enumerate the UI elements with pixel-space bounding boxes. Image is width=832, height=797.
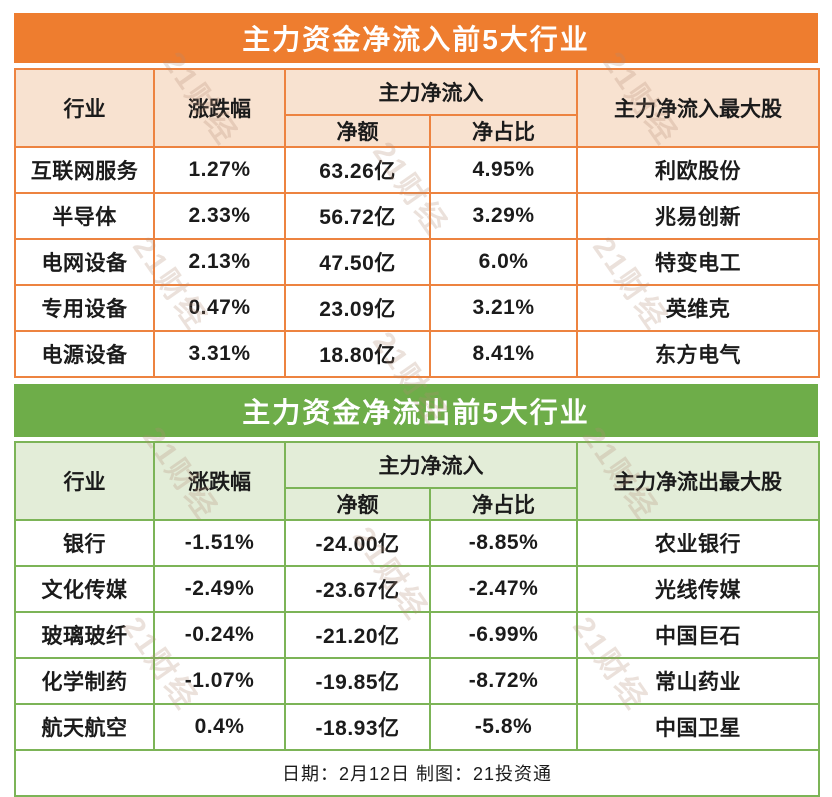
cell-industry: 航天航空: [14, 703, 155, 751]
cell-top-stock: 东方电气: [576, 330, 820, 378]
cell-net-amount: 63.26亿: [284, 146, 431, 194]
cell-net-amount: 23.09亿: [284, 284, 431, 332]
cell-net-amount: -23.67亿: [284, 565, 431, 613]
cell-net-amount: 47.50亿: [284, 238, 431, 286]
cell-change: 2.13%: [153, 238, 286, 286]
outflow-header-change: 涨跌幅: [153, 441, 286, 521]
table-row: 互联网服务 1.27% 63.26亿 4.95% 利欧股份: [14, 146, 820, 194]
cell-industry: 半导体: [14, 192, 155, 240]
cell-net-ratio: 3.21%: [429, 284, 578, 332]
table-row: 专用设备 0.47% 23.09亿 3.21% 英维克: [14, 284, 820, 332]
cell-change: -1.07%: [153, 657, 286, 705]
cell-top-stock: 常山药业: [576, 657, 820, 705]
cell-net-amount: -18.93亿: [284, 703, 431, 751]
table-row: 半导体 2.33% 56.72亿 3.29% 兆易创新: [14, 192, 820, 240]
inflow-title: 主力资金净流入前5大行业: [242, 24, 590, 55]
table-row: 电网设备 2.13% 47.50亿 6.0% 特变电工: [14, 238, 820, 286]
cell-net-ratio: 6.0%: [429, 238, 578, 286]
cell-change: 0.4%: [153, 703, 286, 751]
cell-net-amount: 56.72亿: [284, 192, 431, 240]
table-row: 航天航空 0.4% -18.93亿 -5.8% 中国卫星: [14, 703, 820, 751]
inflow-header-net-amount: 净额: [284, 114, 431, 148]
cell-top-stock: 光线传媒: [576, 565, 820, 613]
outflow-title: 主力资金净流出前5大行业: [242, 396, 590, 428]
cell-net-ratio: 8.41%: [429, 330, 578, 378]
cell-top-stock: 特变电工: [576, 238, 820, 286]
cell-top-stock: 农业银行: [576, 519, 820, 567]
cell-top-stock: 中国巨石: [576, 611, 820, 659]
cell-change: -0.24%: [153, 611, 286, 659]
cell-net-ratio: -8.85%: [429, 519, 578, 567]
outflow-header-net-amount: 净额: [284, 487, 431, 521]
inflow-table-header: 行业 涨跌幅 主力净流入 主力净流入最大股 净额 净占比: [14, 68, 820, 148]
outflow-title-banner: 主力资金净流出前5大行业: [14, 384, 818, 437]
cell-top-stock: 兆易创新: [576, 192, 820, 240]
cell-net-ratio: 4.95%: [429, 146, 578, 194]
cell-industry: 银行: [14, 519, 155, 567]
footer-note: 日期：2月12日 制图：21投资通: [14, 749, 820, 797]
cell-industry: 电网设备: [14, 238, 155, 286]
cell-industry: 化学制药: [14, 657, 155, 705]
cell-change: 2.33%: [153, 192, 286, 240]
inflow-header-main-net-group: 主力净流入: [284, 68, 578, 116]
cell-change: 0.47%: [153, 284, 286, 332]
cell-industry: 电源设备: [14, 330, 155, 378]
inflow-header-change: 涨跌幅: [153, 68, 286, 148]
cell-industry: 玻璃玻纤: [14, 611, 155, 659]
cell-change: -2.49%: [153, 565, 286, 613]
outflow-header-net-ratio: 净占比: [429, 487, 578, 521]
cell-top-stock: 利欧股份: [576, 146, 820, 194]
cell-net-amount: -24.00亿: [284, 519, 431, 567]
cell-industry: 互联网服务: [14, 146, 155, 194]
cell-net-ratio: 3.29%: [429, 192, 578, 240]
infographic-card: 主力资金净流入前5大行业 行业 涨跌幅 主力净流入 主力净流入最大股 净额 净占…: [14, 13, 820, 797]
cell-industry: 文化传媒: [14, 565, 155, 613]
cell-top-stock: 中国卫星: [576, 703, 820, 751]
table-row: 银行 -1.51% -24.00亿 -8.85% 农业银行: [14, 519, 820, 567]
cell-change: -1.51%: [153, 519, 286, 567]
cell-industry: 专用设备: [14, 284, 155, 332]
footer-row: 日期：2月12日 制图：21投资通: [14, 749, 820, 797]
table-row: 玻璃玻纤 -0.24% -21.20亿 -6.99% 中国巨石: [14, 611, 820, 659]
table-row: 文化传媒 -2.49% -23.67亿 -2.47% 光线传媒: [14, 565, 820, 613]
cell-net-ratio: -5.8%: [429, 703, 578, 751]
outflow-header-top-stock: 主力净流出最大股: [576, 441, 820, 521]
cell-net-ratio: -2.47%: [429, 565, 578, 613]
inflow-header-industry: 行业: [14, 68, 155, 148]
cell-change: 1.27%: [153, 146, 286, 194]
outflow-header-industry: 行业: [14, 441, 155, 521]
cell-change: 3.31%: [153, 330, 286, 378]
inflow-table: 行业 涨跌幅 主力净流入 主力净流入最大股 净额 净占比 互联网服务 1.27%…: [14, 68, 820, 378]
outflow-table-header: 行业 涨跌幅 主力净流入 主力净流出最大股 净额 净占比: [14, 441, 820, 521]
cell-net-ratio: -8.72%: [429, 657, 578, 705]
cell-net-amount: -21.20亿: [284, 611, 431, 659]
inflow-header-net-ratio: 净占比: [429, 114, 578, 148]
outflow-table: 行业 涨跌幅 主力净流入 主力净流出最大股 净额 净占比 银行 -1.51% -…: [14, 441, 820, 797]
cell-top-stock: 英维克: [576, 284, 820, 332]
cell-net-amount: -19.85亿: [284, 657, 431, 705]
table-row: 化学制药 -1.07% -19.85亿 -8.72% 常山药业: [14, 657, 820, 705]
inflow-title-banner: 主力资金净流入前5大行业: [14, 13, 818, 63]
outflow-header-main-net-group: 主力净流入: [284, 441, 578, 489]
cell-net-amount: 18.80亿: [284, 330, 431, 378]
table-row: 电源设备 3.31% 18.80亿 8.41% 东方电气: [14, 330, 820, 378]
inflow-header-top-stock: 主力净流入最大股: [576, 68, 820, 148]
cell-net-ratio: -6.99%: [429, 611, 578, 659]
